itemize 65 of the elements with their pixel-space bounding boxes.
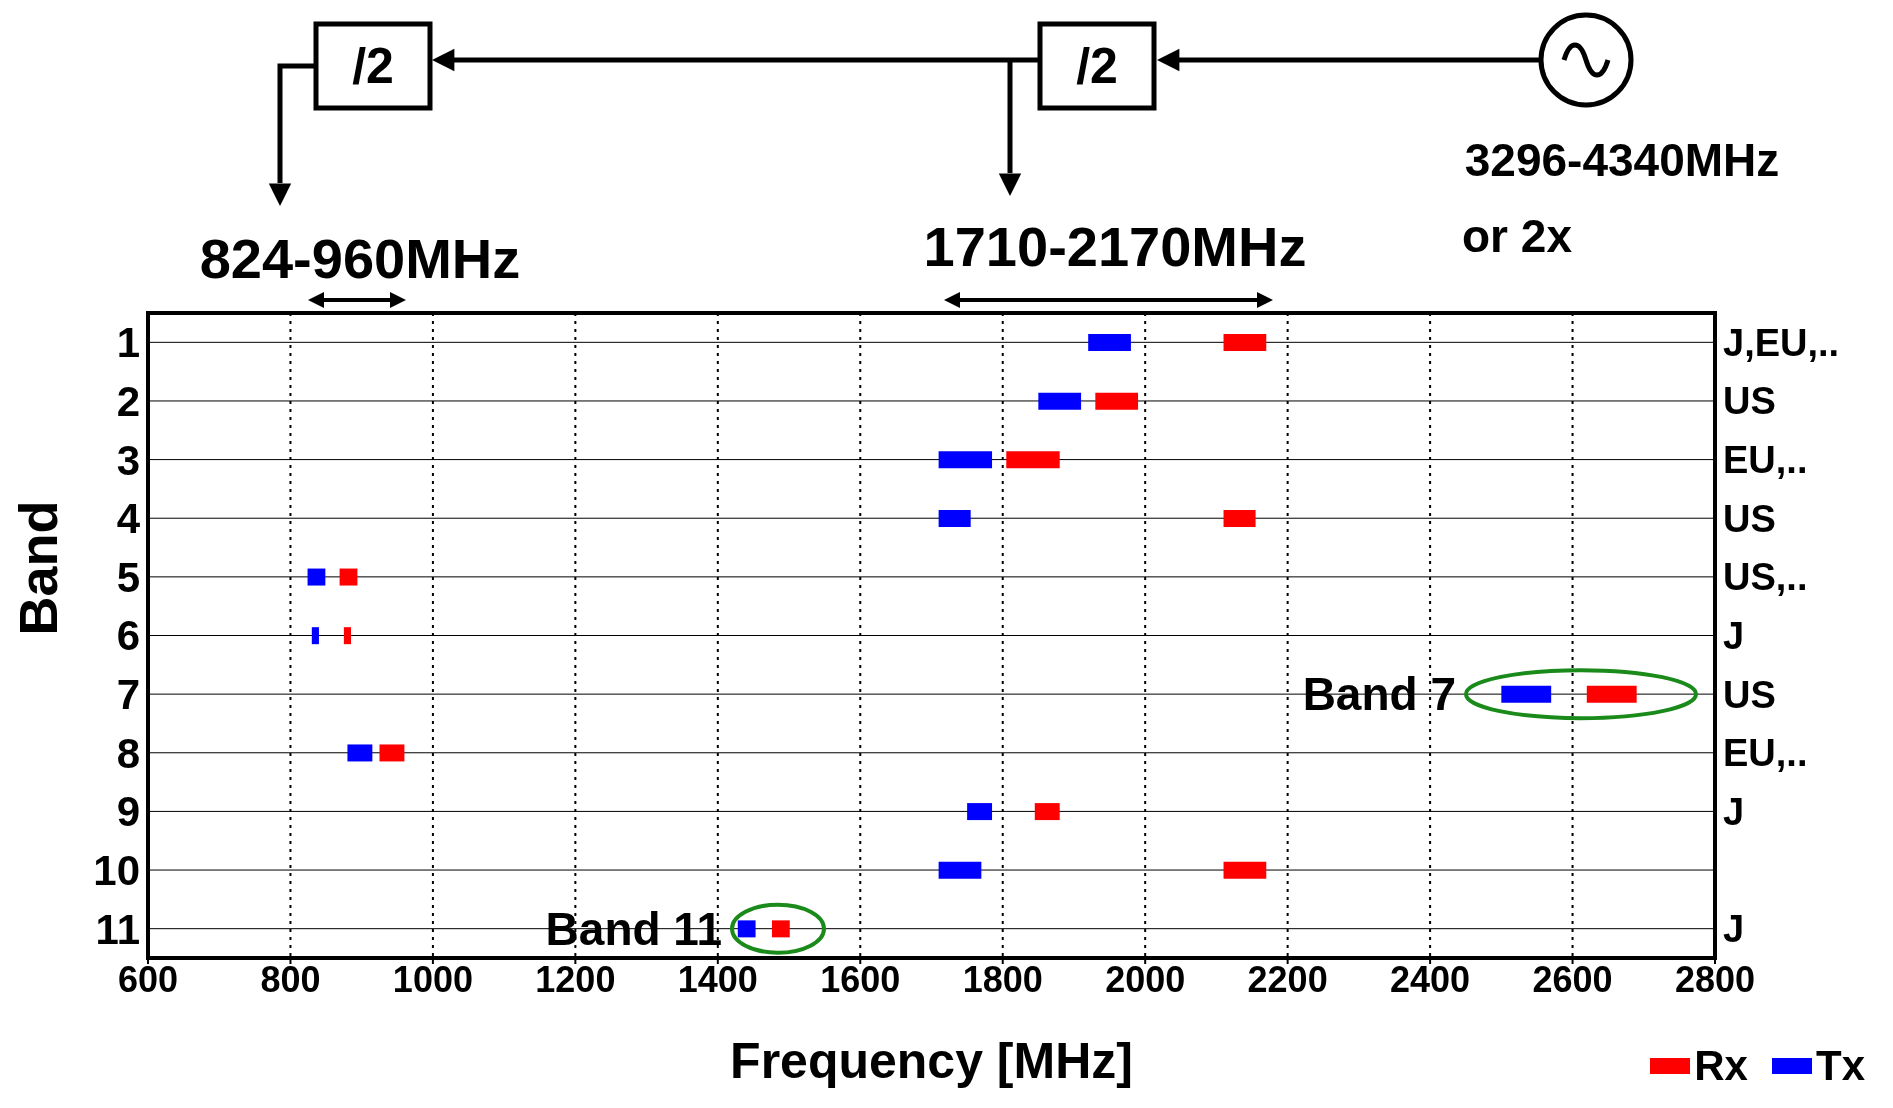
x-tick-label: 2000	[1105, 958, 1186, 1000]
legend-label: Tx	[1815, 1042, 1865, 1090]
y2-tick-label: J	[1723, 614, 1745, 657]
bar	[339, 568, 358, 586]
bar	[307, 568, 326, 586]
y2-tick-label: J	[1723, 790, 1745, 833]
bar	[1006, 451, 1060, 469]
y2-tick-label: J,EU,..	[1723, 321, 1840, 364]
bar	[1223, 509, 1256, 527]
text: or 2x	[1462, 210, 1573, 262]
bar	[1586, 685, 1637, 703]
y-tick-label: 10	[93, 846, 140, 894]
bar	[967, 803, 993, 821]
bar	[311, 627, 319, 645]
y-axis-title: Band	[8, 500, 69, 636]
bar	[771, 920, 790, 938]
x-tick-label: 2600	[1532, 958, 1613, 1000]
text: 1710-2170MHz	[923, 215, 1307, 278]
y2-tick-label: J	[1723, 908, 1745, 951]
y-tick-label: 2	[116, 377, 140, 425]
bar	[737, 920, 756, 938]
y2-tick-label: US,..	[1723, 556, 1808, 599]
x-tick-label: 1000	[392, 958, 473, 1000]
bar	[379, 744, 405, 762]
y2-tick-label: US	[1723, 380, 1776, 423]
x-tick-label: 2200	[1247, 958, 1328, 1000]
x-tick-label: 800	[260, 958, 321, 1000]
bar	[938, 509, 971, 527]
y-tick-label: 9	[116, 788, 140, 836]
y-tick-label: 11	[95, 905, 140, 953]
text: 3296-4340MHz	[1464, 134, 1780, 186]
y2-tick-label: US	[1723, 497, 1776, 540]
y-tick-label: 8	[116, 729, 140, 777]
y-tick-label: 4	[116, 495, 141, 543]
bar	[938, 861, 982, 879]
bar	[347, 744, 373, 762]
bar	[1095, 392, 1139, 410]
text: 824-960MHz	[199, 227, 521, 290]
x-tick-label: 1400	[677, 958, 758, 1000]
legend-label: Rx	[1694, 1042, 1748, 1090]
bar	[343, 627, 351, 645]
y-tick-label: 6	[116, 612, 140, 660]
x-tick-label: 2400	[1390, 958, 1471, 1000]
bar	[1223, 334, 1267, 351]
y-tick-label: 3	[116, 436, 140, 484]
text: /2	[1076, 38, 1118, 94]
y-tick-label: 1	[116, 319, 140, 367]
bar	[1501, 685, 1552, 703]
y-tick-label: 5	[116, 553, 140, 601]
x-tick-label: 1200	[535, 958, 616, 1000]
y2-tick-label: US	[1723, 673, 1776, 716]
bar	[938, 451, 993, 469]
y2-tick-label: EU,..	[1723, 732, 1808, 775]
x-axis-title: Frequency [MHz]	[730, 1033, 1133, 1089]
x-tick-label: 2800	[1674, 958, 1756, 1000]
bar	[1034, 803, 1060, 821]
x-tick-label: 1800	[962, 958, 1043, 1000]
y2-tick-label: EU,..	[1723, 439, 1808, 482]
bar	[1038, 392, 1082, 410]
y-tick-label: 7	[116, 671, 140, 719]
x-tick-label: 600	[117, 958, 179, 1000]
x-tick-label: 1600	[820, 958, 901, 1000]
text: /2	[352, 38, 394, 94]
bar	[1223, 861, 1267, 879]
bar	[1088, 334, 1131, 351]
